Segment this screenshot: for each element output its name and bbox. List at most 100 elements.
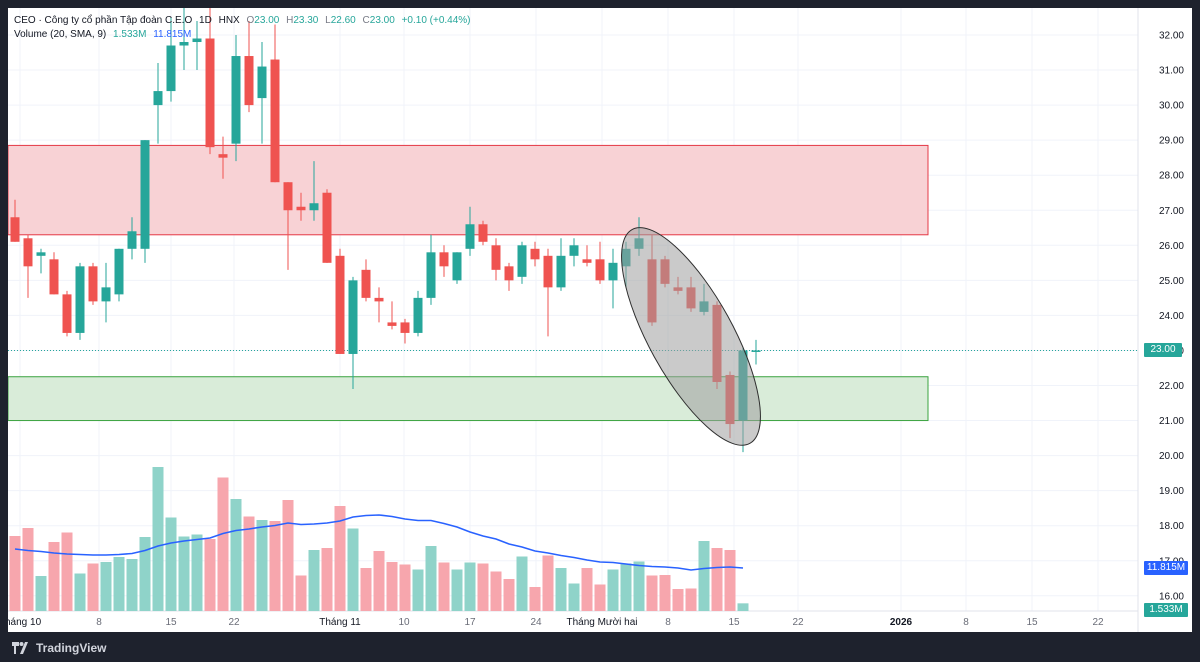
time-tick-label: 22 <box>228 617 240 628</box>
candle <box>322 189 332 263</box>
legend-symbol[interactable]: CEO · Công ty cổ phần Tập đoàn C.E.O <box>14 15 193 26</box>
candle <box>478 220 488 246</box>
volume-bar <box>126 559 138 611</box>
footer: TradingView <box>12 640 106 656</box>
volume-bar <box>711 548 723 611</box>
volume-sma-line <box>14 514 744 571</box>
candle-body <box>465 224 475 249</box>
candle <box>283 182 293 270</box>
volume-bar <box>568 583 580 611</box>
candle <box>62 290 72 337</box>
candle-body <box>244 56 254 106</box>
candle <box>127 217 137 260</box>
volume-bar <box>269 521 281 611</box>
candle-body <box>179 42 189 46</box>
candle <box>751 339 761 365</box>
candle <box>517 241 527 284</box>
volume-bar <box>724 550 736 611</box>
volume-bar <box>607 569 619 611</box>
volume-bar <box>386 562 398 611</box>
volume-bar <box>178 536 190 611</box>
volume-bar <box>620 563 632 611</box>
candle <box>530 241 540 267</box>
tradingview-logo-text[interactable]: TradingView <box>36 641 107 655</box>
candle-body <box>114 248 124 295</box>
legend-exchange: HNX <box>218 15 240 26</box>
highlight-ellipse <box>621 227 761 446</box>
price-tick-label: 18.00 <box>1159 521 1184 532</box>
volume-bar <box>347 528 359 611</box>
volume-bar <box>477 563 489 611</box>
chart-panel[interactable]: 32.00 31.00 30.00 29.00 28.00 27.00 26.00 25.00… <box>8 8 1192 632</box>
chart-canvas[interactable]: 32.00 31.00 30.00 29.00 28.00 27.00 26.00 25.00… <box>8 8 1192 632</box>
volume-bar <box>438 562 450 611</box>
volume-bar <box>334 506 346 611</box>
candle <box>543 248 553 337</box>
legend-volume-sma: 11.815M <box>153 29 192 40</box>
volume-bar <box>35 576 47 611</box>
candle-body <box>309 203 319 211</box>
volume-bar <box>295 575 307 611</box>
candle-body <box>335 255 345 354</box>
candle-body <box>257 66 267 99</box>
candle-body <box>361 269 371 298</box>
time-tick-label: 22 <box>792 617 804 628</box>
volume-bar <box>555 568 567 611</box>
candle <box>218 136 228 179</box>
candle-body <box>478 224 488 242</box>
volume-bar <box>22 528 34 611</box>
candle-body <box>283 182 293 211</box>
candle <box>361 259 371 302</box>
candle-body <box>322 192 332 263</box>
candle-body <box>231 56 241 144</box>
legend-close: 23.00 <box>369 15 395 26</box>
volume-bar <box>503 579 515 611</box>
price-axis: 32.00 31.00 30.00 29.00 28.00 27.00 26.00 25.00… <box>1159 31 1184 603</box>
volume-bar <box>243 516 255 611</box>
candle <box>413 290 423 337</box>
candle <box>166 17 176 102</box>
candle <box>296 192 306 221</box>
legend-volume-title[interactable]: Volume (20, SMA, 9) <box>14 29 107 40</box>
volume-bar <box>542 555 554 611</box>
volume-bar <box>672 589 684 611</box>
candle <box>504 262 514 291</box>
candle-body <box>452 252 462 281</box>
volume-bar <box>360 568 372 611</box>
volume-bar <box>412 569 424 611</box>
legend-high-label: H <box>286 15 294 26</box>
legend-interval: 1D <box>199 15 212 26</box>
price-tick-label: 31.00 <box>1159 66 1184 77</box>
time-tick-label: Tháng Mười hai <box>566 617 637 628</box>
candle-body <box>75 266 85 333</box>
price-tick-label: 24.00 <box>1159 311 1184 322</box>
volume-sma-tag: 11.815M <box>1144 561 1188 575</box>
candle-body <box>23 238 33 267</box>
time-tick-label: 24 <box>530 617 542 628</box>
candle-body <box>413 297 423 333</box>
volume-bar <box>308 550 320 611</box>
volume-bar <box>9 536 21 611</box>
volume-bar <box>490 571 502 611</box>
tradingview-logo-icon[interactable] <box>12 642 30 654</box>
time-axis: Tháng 10 8 15 22 Tháng 11 10 17 24 Tháng Mười ha… <box>8 617 1104 628</box>
legend-row-price: CEO · Công ty cổ phần Tập đoàn C.E.O 1D … <box>14 14 471 28</box>
candle <box>257 42 267 144</box>
support-zone <box>8 376 929 422</box>
candle-body <box>582 259 592 263</box>
candle-body <box>426 252 436 298</box>
candle-body <box>608 262 618 281</box>
candle-body <box>153 91 163 106</box>
candle-body <box>517 245 527 277</box>
volume-bar <box>659 575 671 611</box>
volume-bar <box>451 569 463 611</box>
candle-body <box>127 231 137 249</box>
volume-bar <box>685 588 697 611</box>
volume-bar <box>87 563 99 611</box>
candle-body <box>62 294 72 333</box>
price-tick-label: 22.00 <box>1159 381 1184 392</box>
volume-bar <box>399 564 411 611</box>
volume-bar <box>230 499 242 611</box>
time-tick-label: 8 <box>963 617 969 628</box>
